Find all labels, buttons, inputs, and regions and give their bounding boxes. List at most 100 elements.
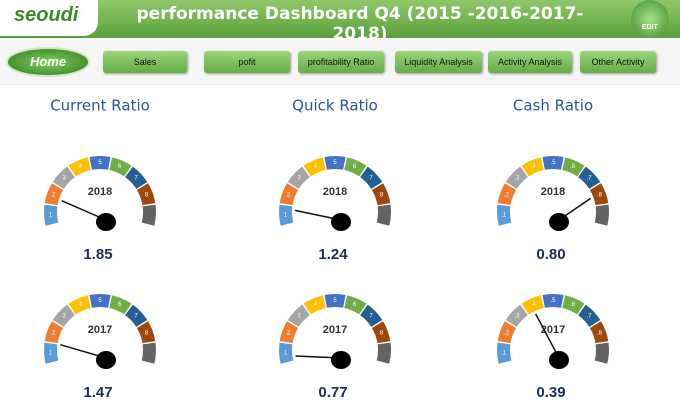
nav-button[interactable]: Sales: [103, 51, 187, 73]
gauge-year: 2018: [323, 186, 347, 198]
gauge-title: Current Ratio: [50, 97, 150, 115]
gauge-segment: [497, 342, 512, 364]
gauge-segment: [136, 183, 156, 206]
gauge-year: 2018: [88, 186, 112, 198]
gauge-tick-label: 6: [118, 164, 122, 170]
gauge-tick-label: 2: [287, 331, 291, 337]
gauge-tick-label: 1: [49, 350, 53, 356]
gauge-segment: [279, 342, 294, 364]
gauge-value: 1.85: [83, 246, 112, 263]
gauge-value: 1.47: [83, 384, 112, 401]
gauge-segment: [89, 156, 111, 170]
gauge-segment: [505, 166, 528, 189]
gauge-segment: [324, 156, 346, 170]
gauge-segment: [562, 295, 585, 315]
gauge-tick-label: .7: [586, 314, 592, 320]
gauge-tick-label: .8: [597, 193, 603, 199]
gauge-segment: [279, 321, 299, 344]
gauge-hub: [331, 351, 351, 369]
gauge-tick-label: 6: [118, 302, 122, 308]
gauge-value: 1.24: [318, 246, 348, 263]
gauge-tick-label: 5: [98, 160, 102, 166]
gauge-segment: [497, 204, 512, 226]
gauge-tick-label: 5: [333, 298, 337, 304]
gauge-tick-label: 7: [369, 314, 373, 320]
gauge-tick-label: 6: [353, 164, 357, 170]
gauge-year: 2017: [88, 324, 112, 336]
gauge-tick-label: .4: [531, 302, 537, 308]
gauge-segment: [287, 304, 310, 327]
gauge-tick-label: 4: [79, 302, 83, 308]
gauge-segment: [303, 157, 326, 177]
gauge-tick-label: .3: [514, 176, 520, 182]
gauge-tick-label: 3: [62, 176, 66, 182]
gauge-tick-label: .1: [501, 212, 507, 218]
gauge-tick-label: 4: [314, 302, 318, 308]
edit-button[interactable]: EDIT: [631, 0, 669, 38]
gauge-value: 0.39: [536, 384, 565, 401]
gauge-tick-label: 4: [79, 164, 83, 170]
gauge-hub: [96, 213, 116, 231]
nav-button[interactable]: Other Activity: [580, 51, 656, 73]
gauge-tick-label: .2: [504, 193, 510, 199]
header: seoudi performance Dashboard Q4 (2015 -2…: [0, 0, 680, 44]
gauge-segment: [360, 304, 383, 327]
gauge-segment: [141, 342, 156, 364]
gauge-segment: [562, 157, 585, 177]
gauge-tick-label: .2: [504, 331, 510, 337]
gauge-year: 2018: [541, 186, 565, 198]
gauge-year: 2017: [541, 324, 565, 336]
gauge-segment: [44, 183, 64, 206]
gauge-tick-label: .7: [586, 176, 592, 182]
gauge-segment: [278, 204, 294, 226]
nav-button[interactable]: profitability Ratio: [298, 51, 384, 73]
gauge-segment: [589, 321, 609, 344]
gauge-segment: [376, 204, 391, 226]
gauge-segment: [136, 321, 156, 344]
gauge-tick-label: .5: [550, 298, 556, 304]
gauge-segment: [89, 294, 111, 308]
nav-button[interactable]: Liquidity Analysis: [395, 51, 482, 73]
gauge-segment: [303, 295, 326, 315]
gauge-value: 0.80: [536, 246, 565, 263]
gauge-segment: [505, 304, 528, 327]
gauge-tick-label: .6: [570, 302, 576, 308]
gauge-tick-label: 4: [314, 164, 318, 170]
gauge-tick-label: .1: [501, 350, 507, 356]
gauge-segment: [279, 183, 299, 206]
gauge-tick-label: 1: [284, 350, 288, 356]
home-button[interactable]: Home: [6, 47, 90, 77]
logo[interactable]: seoudi: [0, 0, 98, 36]
nav-button[interactable]: Activity Analysis: [488, 51, 572, 73]
gauge-tick-label: 5: [333, 160, 337, 166]
gauge-tick-label: 7: [369, 176, 373, 182]
gauge-title: Cash Ratio: [513, 97, 593, 115]
gauge-segment: [594, 342, 609, 364]
gauge-tick-label: .3: [514, 314, 520, 320]
gauge-segment: [44, 342, 59, 364]
gauge-tick-label: .6: [570, 164, 576, 170]
gauge-tick-label: 2: [52, 193, 56, 199]
gauge-segment: [43, 204, 59, 226]
gauge-segment: [371, 321, 391, 344]
gauge-segment: [109, 295, 132, 315]
gauge-tick-label: 8: [145, 331, 149, 337]
gauge-hub: [549, 213, 569, 231]
gauge-hub: [96, 351, 116, 369]
gauge-segment: [52, 304, 75, 327]
gauge-title: Quick Ratio: [292, 97, 378, 115]
gauge-hub: [549, 351, 569, 369]
nav-button[interactable]: pofit: [204, 51, 290, 73]
gauge-segment: [125, 166, 148, 189]
gauge-segment: [52, 166, 75, 189]
gauge-tick-label: 3: [297, 314, 301, 320]
gauge-segment: [287, 166, 310, 189]
gauge-segment: [497, 321, 517, 344]
gauge-segment: [68, 157, 91, 177]
gauge-tick-label: 8: [145, 193, 149, 199]
gauge-segment: [376, 342, 392, 364]
gauge-segment: [589, 183, 609, 206]
gauge-segment: [371, 183, 391, 206]
